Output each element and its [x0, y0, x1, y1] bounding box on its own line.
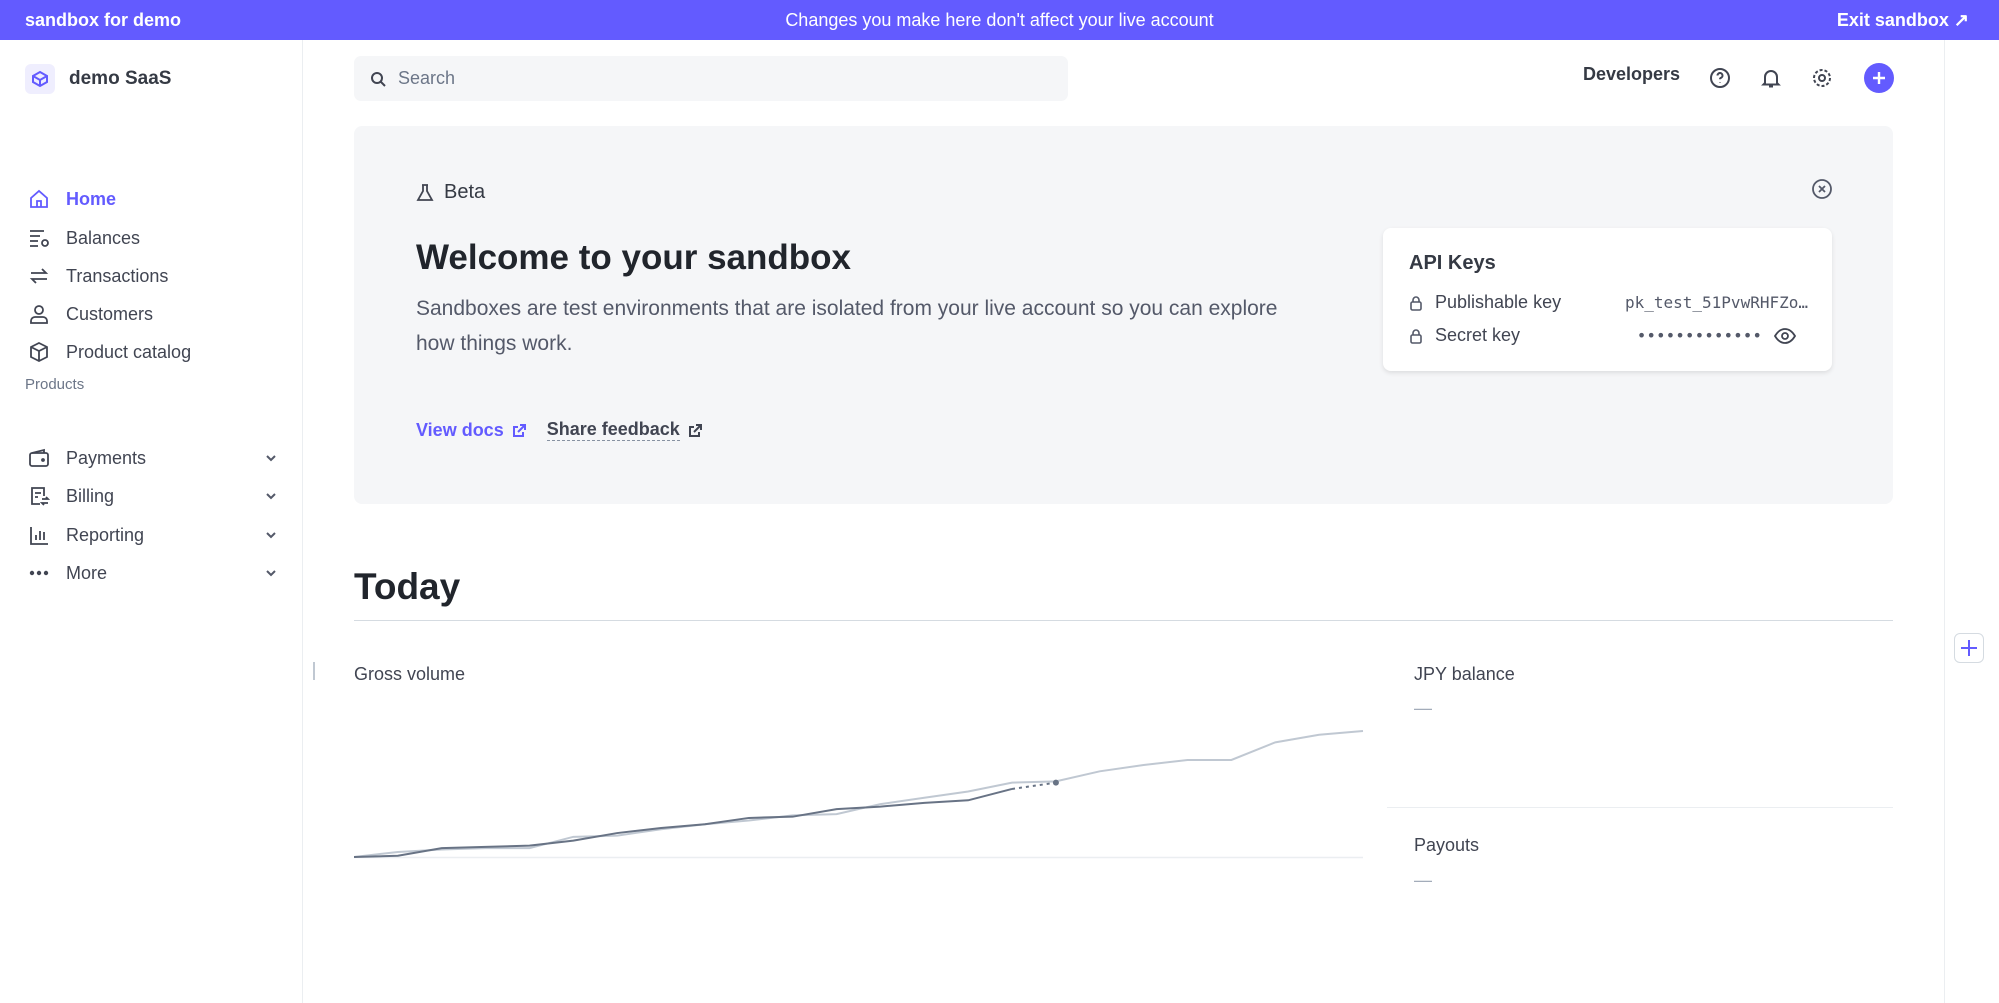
share-feedback-label: Share feedback: [546, 419, 680, 441]
sandbox-notice: Changes you make here don't affect your …: [785, 10, 1214, 30]
search-placeholder: Search: [398, 68, 456, 88]
payouts-value: —: [1414, 870, 1432, 890]
sidebar-item-product-catalog[interactable]: Product catalog: [28, 335, 278, 369]
developers-link[interactable]: Developers: [1583, 64, 1681, 84]
secret-key-value: •••••••••••••: [1636, 326, 1762, 345]
api-keys-title: API Keys: [1409, 252, 1496, 274]
exit-sandbox-button[interactable]: Exit sandbox ↗: [1836, 10, 1969, 30]
beta-label: Beta: [444, 181, 486, 203]
billing-icon: [31, 487, 50, 506]
previous-period-line: [354, 730, 1364, 858]
more-icon: [29, 570, 49, 576]
sidebar-item-billing[interactable]: Billing: [28, 479, 278, 513]
plus-icon: [1961, 640, 1977, 656]
external-link-icon: [512, 423, 526, 437]
products-section-label: Products: [25, 376, 85, 393]
publishable-key-row: Publishable key pk_test_51PvwRHFZo…: [1409, 292, 1808, 313]
divider: [1387, 807, 1893, 808]
gross-volume-label[interactable]: Gross volume: [354, 664, 466, 684]
account-name: demo SaaS: [69, 68, 172, 89]
sidebar-item-transactions[interactable]: Transactions: [28, 259, 278, 293]
notifications-bell-icon[interactable]: [1757, 64, 1785, 92]
publishable-key-value[interactable]: pk_test_51PvwRHFZo…: [1624, 293, 1808, 312]
sidebar-item-more[interactable]: More: [28, 556, 278, 590]
sidebar: demo SaaS Home Balances Transactions Custom…: [0, 40, 303, 1003]
beta-badge: Beta: [416, 181, 485, 204]
chevron-down-icon[interactable]: [264, 528, 278, 542]
chevron-down-icon[interactable]: [264, 451, 278, 465]
lock-icon: [1410, 328, 1422, 344]
sidebar-item-label: Home: [66, 188, 117, 209]
reveal-eye-icon[interactable]: [1774, 327, 1796, 344]
account-logo-icon: [25, 64, 55, 94]
sidebar-item-label: Balances: [66, 227, 141, 248]
welcome-title: Welcome to your sandbox: [416, 238, 851, 277]
jpy-balance-value: —: [1414, 698, 1432, 718]
flask-icon: [416, 183, 434, 201]
welcome-description: Sandboxes are test environments that are…: [416, 297, 1278, 355]
view-docs-label: View docs: [416, 419, 504, 440]
current-period-projection: [1011, 781, 1057, 790]
customer-icon: [30, 305, 48, 324]
sidebar-item-balances[interactable]: Balances: [28, 221, 278, 255]
lock-icon: [1410, 295, 1422, 311]
gross-volume-chart: [354, 730, 1364, 859]
create-plus-button[interactable]: [1864, 63, 1894, 93]
box-icon: [30, 341, 48, 363]
publishable-key-label: Publishable key: [1435, 292, 1562, 312]
sidebar-item-label: Billing: [66, 485, 115, 506]
current-point-marker: [1052, 779, 1059, 786]
sidebar-item-customers[interactable]: Customers: [28, 297, 278, 331]
sidebar-item-label: Product catalog: [66, 341, 192, 362]
home-icon: [30, 189, 48, 208]
wallet-icon: [29, 448, 49, 467]
today-heading: Today: [354, 566, 461, 607]
secret-key-row: Secret key •••••••••••••: [1409, 325, 1808, 346]
sandbox-banner: sandbox for demo Changes you make here d…: [0, 0, 1999, 40]
sidebar-item-label: Customers: [66, 303, 154, 324]
sidebar-item-label: Transactions: [66, 265, 169, 286]
search-icon: [371, 71, 386, 87]
current-period-line: [354, 787, 1013, 858]
view-docs-link[interactable]: View docs: [416, 419, 527, 441]
close-banner-icon[interactable]: [1811, 178, 1833, 200]
add-widget-button[interactable]: [1954, 633, 1984, 663]
sidebar-item-payments[interactable]: Payments: [28, 441, 278, 475]
help-icon[interactable]: [1706, 64, 1734, 92]
jpy-balance-label[interactable]: JPY balance: [1414, 664, 1515, 684]
transactions-icon: [29, 268, 49, 284]
sidebar-item-label: More: [66, 562, 108, 583]
today-divider: [354, 620, 1893, 621]
chevron-down-icon[interactable]: [264, 566, 278, 580]
search-input[interactable]: Search: [354, 56, 1068, 101]
bar-chart-icon: [30, 527, 48, 545]
welcome-banner: Beta Welcome to your sandbox Sandboxes a…: [354, 126, 1893, 504]
secret-key-label: Secret key: [1435, 325, 1521, 345]
balances-icon: [30, 230, 49, 247]
payouts-label[interactable]: Payouts: [1414, 835, 1480, 855]
chevron-down-icon[interactable]: [264, 489, 278, 503]
share-feedback-link[interactable]: Share feedback: [546, 419, 703, 441]
sidebar-item-label: Reporting: [66, 524, 145, 545]
right-rail-border: [1944, 40, 1945, 1003]
api-keys-card: API Keys Publishable key pk_test_51PvwRH…: [1383, 228, 1832, 371]
sidebar-item-reporting[interactable]: Reporting: [28, 518, 278, 552]
resize-handle[interactable]: [313, 662, 315, 680]
external-link-icon: [688, 423, 702, 437]
sidebar-item-home[interactable]: Home: [28, 182, 278, 216]
account-switcher[interactable]: demo SaaS: [25, 64, 171, 94]
settings-gear-icon[interactable]: [1808, 64, 1836, 92]
sidebar-item-label: Payments: [66, 447, 147, 468]
sandbox-name: sandbox for demo: [25, 10, 182, 30]
